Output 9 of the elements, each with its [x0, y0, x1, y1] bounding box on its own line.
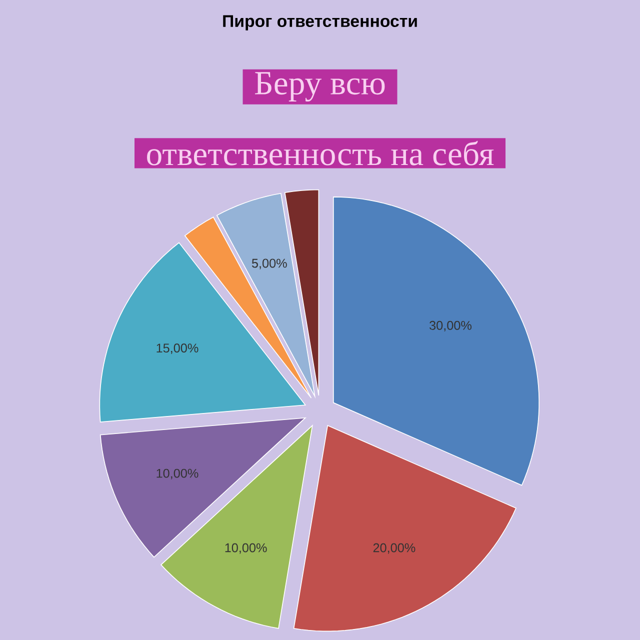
- text: ответственность на себя: [147, 140, 494, 166]
- text: Беру всю: [254, 72, 385, 102]
- data-label: 20,00%: [373, 543, 416, 554]
- data-label: 30,00%: [430, 320, 472, 332]
- chart-title: Пирог ответственности: [223, 15, 417, 30]
- data-label: 10,00%: [225, 543, 267, 554]
- data-label: 10,00%: [156, 468, 198, 480]
- data-label: 5,00%: [252, 258, 287, 270]
- data-label: 15,00%: [156, 344, 198, 354]
